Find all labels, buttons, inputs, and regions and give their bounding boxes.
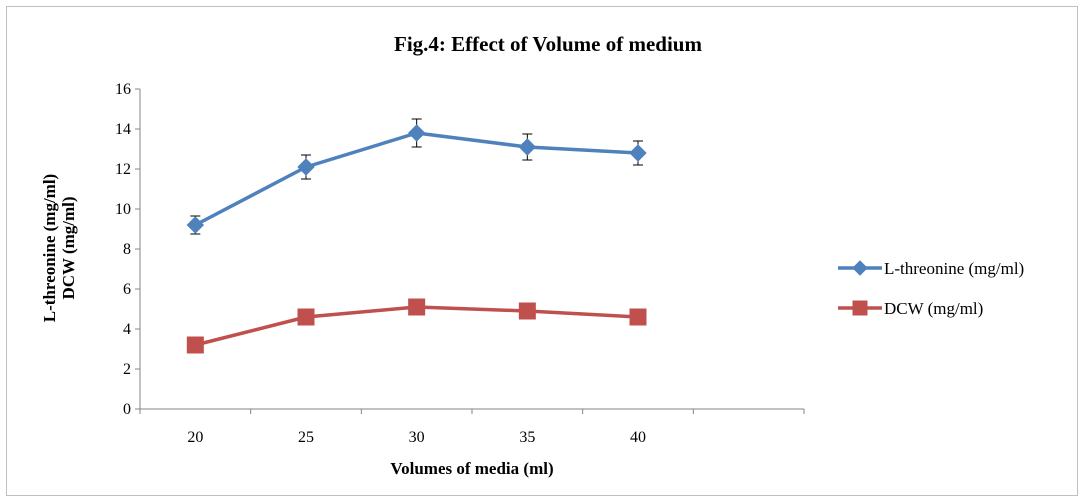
data-point [407,124,426,142]
axes: 0 2 4 6 8 10 12 14 16 20 25 30 35 40 [115,81,805,446]
y-tick-label: 14 [115,121,131,138]
y-tick-label: 4 [123,321,131,338]
y-tick-label: 16 [115,81,131,98]
x-tick-label: 40 [630,429,646,446]
data-point [629,144,647,162]
chart-frame [6,6,1078,496]
series-layer [186,118,647,354]
data-point [408,298,426,316]
legend-item: L-threonine (mg/ml) [838,259,1024,278]
y-tick-label: 12 [115,161,131,178]
legend-marker [852,260,868,276]
x-axis-label: Volumes of media (ml) [390,459,553,478]
y-axis-label-line-2: DCW (mg/ml) [59,196,78,299]
data-point [518,302,536,320]
y-tick-label: 6 [123,281,131,298]
chart-title: Fig.4: Effect of Volume of medium [394,32,702,56]
data-point [186,336,204,354]
y-tick-label: 2 [123,361,131,378]
y-axis-label: L-threonine (mg/ml) DCW (mg/ml) [40,174,78,322]
x-tick-label: 20 [187,429,203,446]
legend: L-threonine (mg/ml) DCW (mg/ml) [838,259,1024,318]
data-point [186,216,205,234]
legend-marker [852,300,868,316]
legend-item: DCW (mg/ml) [838,299,983,318]
data-point [518,138,537,156]
series-l-threonine [186,118,647,235]
x-tick-label: 35 [519,429,535,446]
data-point [297,158,315,176]
y-tick-label: 10 [115,201,131,218]
data-point [297,308,315,326]
x-tick-label: 30 [409,429,425,446]
legend-label: L-threonine (mg/ml) [884,259,1024,278]
data-point [629,308,647,326]
x-tick-label: 25 [298,429,314,446]
y-axis-label-line-1: L-threonine (mg/ml) [40,174,59,322]
legend-label: DCW (mg/ml) [884,299,983,318]
y-tick-label: 0 [123,401,131,418]
y-tick-label: 8 [123,241,131,258]
series-dcw [186,298,647,354]
